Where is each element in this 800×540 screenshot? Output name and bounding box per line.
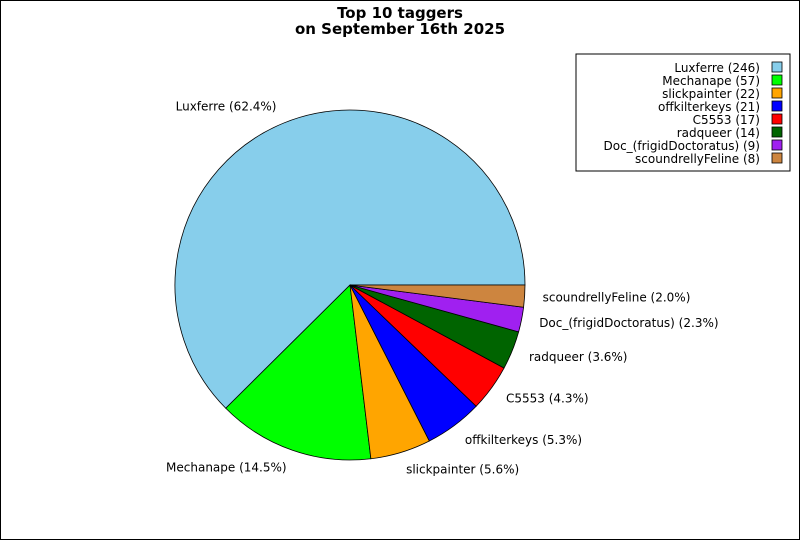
legend-swatch — [771, 113, 783, 125]
pie-slice-mechanape — [225, 284, 372, 461]
slice-label: C5553 (4.3%) — [506, 392, 589, 406]
slice-label: scoundrellyFeline (2.0%) — [543, 290, 691, 304]
chart-title: Top 10 taggers on September 16th 2025 — [1, 5, 799, 37]
slice-label: Luxferre (62.4%) — [176, 100, 277, 114]
legend-entry-label: C5553 (17) — [693, 113, 760, 127]
legend-entry-label: radqueer (14) — [677, 126, 760, 140]
pie-labels: Luxferre (62.4%) Mechanape (14.5%) slickpa… — [166, 100, 719, 477]
legend-entry-label: Luxferre (246) — [674, 61, 760, 75]
legend-entry-label: slickpainter (22) — [662, 87, 760, 101]
legend-swatch — [771, 100, 783, 112]
pie-slice-scoundrellyfeline — [349, 284, 526, 308]
legend-swatch — [771, 139, 783, 151]
legend-entry-label: Doc_(frigidDoctoratus) (9) — [604, 139, 761, 153]
legend-swatch — [771, 152, 783, 164]
slice-label: radqueer (3.6%) — [529, 350, 628, 364]
legend-swatch — [771, 61, 783, 73]
pie-slice-luxferre — [174, 109, 526, 409]
legend: Luxferre (246)Mechanape (57)slickpainter… — [575, 53, 791, 172]
chart-title-line-2: on September 16th 2025 — [294, 20, 506, 38]
slice-label: Mechanape (14.5%) — [166, 460, 287, 474]
legend-entry-label: Mechanape (57) — [662, 74, 760, 88]
slice-label: offkilterkeys (5.3%) — [465, 433, 582, 447]
chart-title-line-1: Top 10 taggers — [337, 4, 463, 22]
legend-box — [575, 53, 791, 172]
legend-swatch — [771, 74, 783, 86]
pie-slices — [174, 109, 526, 461]
legend-swatch — [771, 87, 783, 99]
legend-swatch — [771, 126, 783, 138]
legend-entry-label: offkilterkeys (21) — [658, 100, 760, 114]
slice-label: slickpainter (5.6%) — [406, 463, 519, 477]
legend-entry-label: scoundrellyFeline (8) — [635, 152, 760, 166]
slice-label: Doc_(frigidDoctoratus) (2.3%) — [539, 316, 718, 330]
